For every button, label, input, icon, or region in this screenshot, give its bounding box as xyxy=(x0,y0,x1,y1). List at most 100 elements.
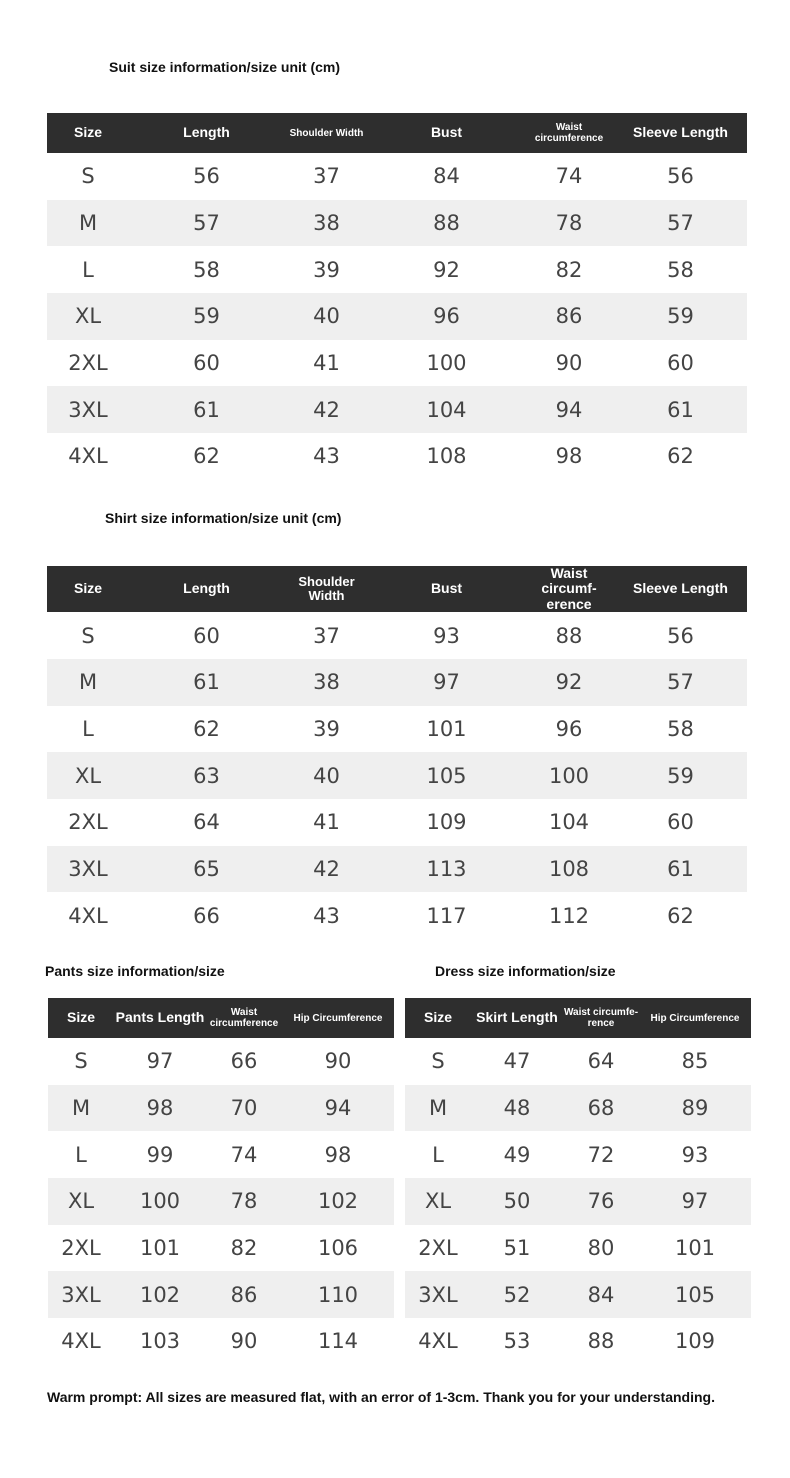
header-bust: Bust xyxy=(369,566,524,613)
value-cell: 58 xyxy=(193,257,220,282)
value-cell: 39 xyxy=(313,716,340,741)
value-cell: 89 xyxy=(639,1084,751,1132)
table-row: 3XL 102 86 110 xyxy=(48,1271,394,1319)
value-cell: 101 xyxy=(426,716,467,741)
value-cell: 84 xyxy=(433,164,460,189)
value-cell: 105 xyxy=(639,1271,751,1319)
table-row: 2XL 51 80 101 xyxy=(405,1225,751,1272)
table-row: XL 59 40 96 86 59 xyxy=(47,293,747,340)
value-cell: 110 xyxy=(282,1271,394,1319)
value-cell: 41 xyxy=(313,810,340,835)
value-cell: 85 xyxy=(681,1049,709,1074)
value-cell: 88 xyxy=(587,1329,615,1354)
table-row: XL 100 78 102 xyxy=(48,1178,394,1225)
table-row: M 48 68 89 xyxy=(405,1084,751,1132)
header-shoulder-width: Shoulder Width xyxy=(284,566,369,613)
header-size: Size xyxy=(405,998,471,1038)
value-cell: 98 xyxy=(324,1142,352,1167)
size-cell: S xyxy=(74,1049,88,1074)
value-cell: 72 xyxy=(587,1142,615,1167)
value-cell: 53 xyxy=(503,1329,531,1354)
table-row: S 56 37 84 74 56 xyxy=(47,153,747,200)
value-cell: 92 xyxy=(433,257,460,282)
value-cell: 62 xyxy=(193,444,220,469)
size-cell: 4XL xyxy=(68,903,108,928)
value-cell: 57 xyxy=(614,199,747,247)
value-cell: 109 xyxy=(674,1329,716,1354)
suit-size-table: Size Length Shoulder Width Bust Waist ci… xyxy=(47,113,747,480)
value-cell: 100 xyxy=(426,351,467,376)
value-cell: 61 xyxy=(129,386,284,434)
value-cell: 64 xyxy=(587,1049,615,1074)
size-cell: L xyxy=(82,716,94,741)
header-skirt-length: Skirt Length xyxy=(471,998,563,1038)
value-cell: 90 xyxy=(555,351,583,376)
size-cell: XL xyxy=(48,1178,114,1225)
value-cell: 99 xyxy=(146,1142,174,1167)
value-cell: 59 xyxy=(129,293,284,340)
table-row: XL 63 40 105 100 59 xyxy=(47,752,747,799)
value-cell: 96 xyxy=(555,716,583,741)
table-row: XL 50 76 97 xyxy=(405,1178,751,1225)
size-cell: 4XL xyxy=(418,1329,458,1354)
size-cell: 2XL xyxy=(68,810,108,835)
value-cell: 114 xyxy=(317,1329,359,1354)
value-cell: 102 xyxy=(282,1178,394,1225)
header-size: Size xyxy=(48,998,114,1038)
value-cell: 59 xyxy=(614,752,747,799)
value-cell: 60 xyxy=(667,810,694,835)
size-cell: 2XL xyxy=(418,1236,458,1261)
value-cell: 38 xyxy=(284,658,369,706)
table-row: M 57 38 88 78 57 xyxy=(47,199,747,247)
dress-title: Dress size information/size xyxy=(435,963,616,979)
value-cell: 113 xyxy=(369,845,524,893)
table-row: S 47 64 85 xyxy=(405,1038,751,1085)
value-cell: 56 xyxy=(667,164,694,189)
header-hip: Hip Circumference xyxy=(639,998,751,1038)
table-row: 3XL 52 84 105 xyxy=(405,1271,751,1319)
value-cell: 61 xyxy=(129,658,284,706)
value-cell: 37 xyxy=(313,164,340,189)
size-cell: 4XL xyxy=(61,1329,101,1354)
header-hip: Hip Circumference xyxy=(282,998,394,1038)
size-cell: M xyxy=(48,1084,114,1132)
value-cell: 93 xyxy=(433,623,460,648)
value-cell: 109 xyxy=(426,810,467,835)
table-row: L 49 72 93 xyxy=(405,1131,751,1178)
header-waist: Waist circumfe-rence xyxy=(563,998,639,1038)
table-row: 3XL 65 42 113 108 61 xyxy=(47,845,747,893)
table-row: L 62 39 101 96 58 xyxy=(47,706,747,753)
value-cell: 88 xyxy=(555,623,583,648)
shirt-title: Shirt size information/size unit (cm) xyxy=(105,510,342,526)
table-row: M 61 38 97 92 57 xyxy=(47,658,747,706)
size-cell: M xyxy=(405,1084,471,1132)
size-cell: L xyxy=(82,257,94,282)
value-cell: 68 xyxy=(563,1084,639,1132)
table-row: 2XL 60 41 100 90 60 xyxy=(47,340,747,387)
size-cell: 4XL xyxy=(68,444,108,469)
value-cell: 64 xyxy=(193,810,220,835)
table-row: L 99 74 98 xyxy=(48,1131,394,1178)
value-cell: 49 xyxy=(503,1142,531,1167)
value-cell: 62 xyxy=(193,716,220,741)
value-cell: 60 xyxy=(193,623,220,648)
size-cell: 3XL xyxy=(405,1271,471,1319)
value-cell: 86 xyxy=(524,293,614,340)
table-row: 4XL 62 43 108 98 62 xyxy=(47,433,747,480)
value-cell: 62 xyxy=(667,444,694,469)
table-row: M 98 70 94 xyxy=(48,1084,394,1132)
value-cell: 47 xyxy=(503,1049,531,1074)
header-waist: Waist circumference xyxy=(524,113,614,153)
value-cell: 38 xyxy=(284,199,369,247)
header-waist: Waist circumference xyxy=(206,998,282,1038)
value-cell: 43 xyxy=(313,444,340,469)
value-cell: 94 xyxy=(282,1084,394,1132)
size-cell: 2XL xyxy=(68,351,108,376)
table-row: 3XL 61 42 104 94 61 xyxy=(47,386,747,434)
header-waist: Waist circumf-erence xyxy=(524,565,614,613)
value-cell: 103 xyxy=(139,1329,181,1354)
header-length: Length xyxy=(129,113,284,153)
value-cell: 66 xyxy=(230,1049,258,1074)
value-cell: 62 xyxy=(667,903,694,928)
value-cell: 58 xyxy=(667,257,694,282)
